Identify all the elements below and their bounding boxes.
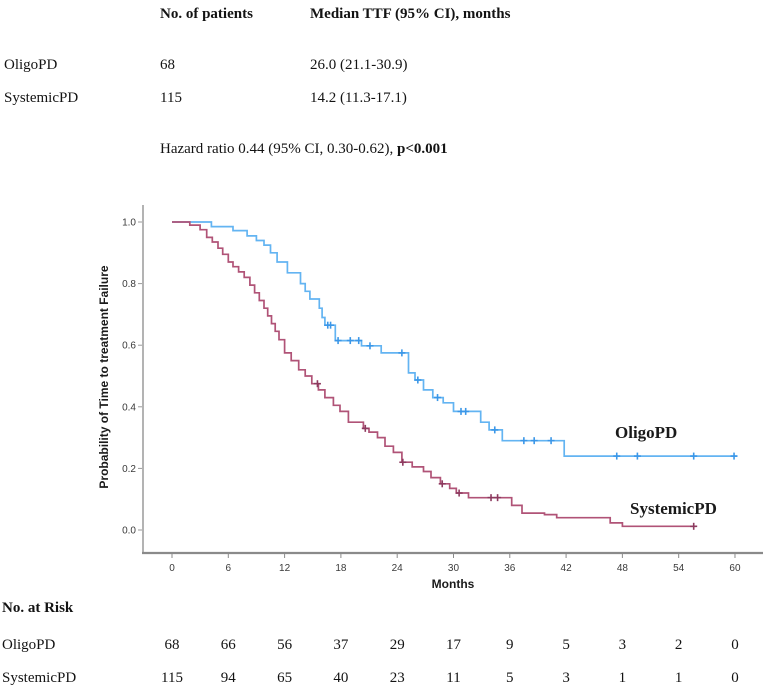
- censor-mark-oligopd: [730, 452, 738, 460]
- y-tick-label: 0.8: [122, 279, 136, 290]
- at-risk-row-label-systemicpd: SystemicPD: [2, 670, 77, 686]
- censor-mark-oligopd: [434, 394, 442, 402]
- y-tick-label: 0.2: [122, 464, 136, 475]
- censor-mark-systemicpd: [361, 424, 369, 432]
- summary-col-header-median: Median TTF (95% CI), months: [310, 6, 511, 22]
- summary-row-label: SystemicPD: [4, 90, 79, 106]
- censor-mark-oligopd: [327, 321, 335, 329]
- at-risk-value: 0: [731, 670, 739, 686]
- x-tick-label: 30: [448, 563, 460, 574]
- at-risk-value: 11: [446, 670, 461, 686]
- summary-row-n: 68: [160, 57, 175, 73]
- series-label-systemicpd: SystemicPD: [630, 499, 717, 518]
- censor-mark-systemicpd: [487, 494, 495, 502]
- y-axis-title: Probability of Time to treatment Failure: [97, 265, 111, 488]
- series-label-oligopd: OligoPD: [615, 423, 677, 442]
- at-risk-value: 94: [220, 670, 236, 686]
- at-risk-value: 0: [731, 637, 739, 653]
- at-risk-value: 3: [618, 637, 627, 653]
- x-tick-label: 12: [279, 563, 291, 574]
- censor-mark-oligopd: [334, 337, 342, 345]
- y-tick-label: 0.4: [122, 402, 136, 413]
- summary-row-n: 115: [160, 90, 182, 106]
- hazard-ratio-text: Hazard ratio 0.44 (95% CI, 0.30-0.62), p…: [160, 141, 448, 158]
- censor-mark-oligopd: [398, 349, 406, 357]
- censor-mark-oligopd: [346, 337, 354, 345]
- at-risk-value: 1: [674, 670, 683, 686]
- x-axis-title: Months: [432, 577, 475, 591]
- x-tick-label: 0: [169, 563, 175, 574]
- censor-mark-oligopd: [613, 452, 621, 460]
- at-risk-value: 5: [562, 637, 570, 653]
- censor-mark-oligopd: [547, 437, 555, 445]
- censor-mark-oligopd: [690, 452, 698, 460]
- x-tick-label: 36: [504, 563, 516, 574]
- x-tick-label: 24: [392, 563, 404, 574]
- censor-mark-systemicpd: [438, 480, 446, 488]
- summary-col-header-patients: No. of patients: [160, 6, 253, 22]
- at-risk-value: 56: [277, 637, 293, 653]
- hazard-ratio-pvalue: p<0.001: [397, 141, 448, 157]
- censor-mark-oligopd: [414, 376, 422, 384]
- x-tick-label: 6: [226, 563, 232, 574]
- censor-mark-oligopd: [462, 407, 470, 415]
- x-tick-label: 60: [729, 563, 741, 574]
- at-risk-value: 23: [389, 670, 405, 686]
- at-risk-value: 66: [220, 637, 236, 653]
- censor-mark-oligopd: [366, 342, 374, 350]
- km-curve-systemicpd: [172, 221, 696, 528]
- at-risk-value: 17: [445, 637, 461, 653]
- censor-mark-oligopd: [633, 452, 641, 460]
- y-tick-label: 0.6: [122, 341, 136, 352]
- censor-mark-oligopd: [530, 437, 538, 445]
- at-risk-value: 68: [164, 637, 180, 653]
- y-tick-label: 1.0: [122, 218, 136, 229]
- y-tick-label: 0.0: [122, 526, 136, 537]
- at-risk-value: 29: [389, 637, 405, 653]
- censor-mark-systemicpd: [494, 494, 502, 502]
- at-risk-value: 2: [674, 637, 683, 653]
- at-risk-value: 115: [161, 670, 183, 686]
- censor-mark-oligopd: [520, 437, 528, 445]
- summary-row-median: 14.2 (11.3-17.1): [310, 90, 407, 106]
- km-curve-oligopd: [172, 221, 737, 457]
- censor-mark-systemicpd: [399, 458, 407, 466]
- x-tick-label: 42: [561, 563, 573, 574]
- at-risk-value: 1: [618, 670, 627, 686]
- x-tick-label: 48: [617, 563, 629, 574]
- x-tick-label: 18: [335, 563, 347, 574]
- summary-row-label: OligoPD: [4, 57, 58, 73]
- at-risk-value: 40: [333, 670, 349, 686]
- censor-mark-oligopd: [491, 426, 499, 434]
- censor-mark-systemicpd: [690, 522, 698, 530]
- censor-mark-systemicpd: [313, 380, 321, 388]
- at-risk-title: No. at Risk: [2, 600, 74, 616]
- summary-row-median: 26.0 (21.1-30.9): [310, 57, 408, 73]
- at-risk-value: 65: [277, 670, 293, 686]
- hazard-ratio-normal: Hazard ratio 0.44 (95% CI, 0.30-0.62),: [160, 141, 398, 157]
- at-risk-value: 5: [506, 670, 514, 686]
- at-risk-value: 9: [506, 637, 514, 653]
- at-risk-value: 3: [562, 670, 570, 686]
- at-risk-value: 37: [333, 637, 349, 653]
- censor-mark-oligopd: [355, 337, 363, 345]
- x-tick-label: 54: [673, 563, 685, 574]
- censor-mark-systemicpd: [455, 489, 463, 497]
- at-risk-row-label-oligopd: OligoPD: [2, 637, 56, 653]
